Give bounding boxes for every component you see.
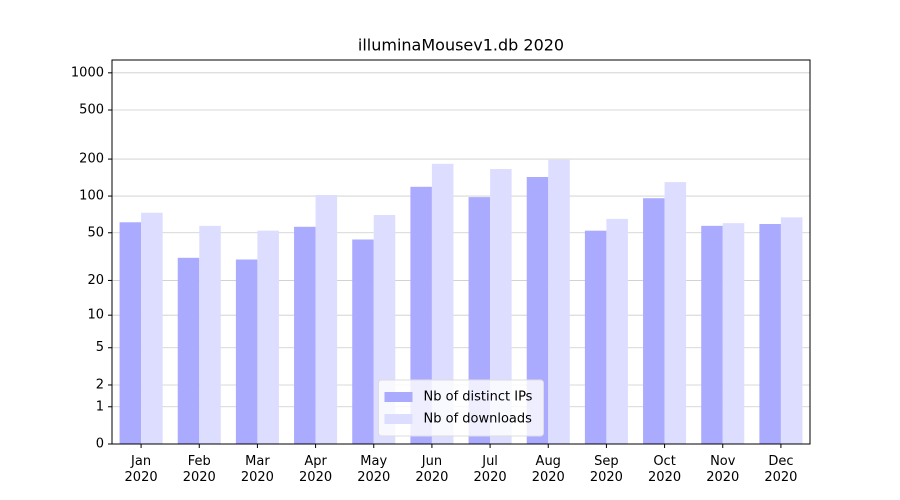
x-tick-label: Dec 2020 [764,454,797,485]
x-tick-label: Apr 2020 [299,454,332,485]
x-tick-label: Jun 2020 [415,454,448,485]
x-tick-label-line: 2020 [590,470,623,485]
y-tick-label: 20 [87,273,104,288]
bar [235,259,258,444]
x-tick-label-line: 2020 [241,470,274,485]
bar [606,218,628,444]
y-tick-label: 100 [79,189,104,204]
x-tick-label: Oct 2020 [648,454,681,485]
x-tick-label: Jan 2020 [125,454,158,485]
x-tick-label: Jul 2020 [474,454,507,485]
x-tick-label-line: 2020 [706,470,739,485]
x-tick-label-line: Sep [594,454,619,469]
x-tick-label-line: Mar [245,454,270,469]
x-tick-label-line: Apr [304,454,327,469]
bar [643,198,665,444]
bar [780,217,803,444]
plot-frame [111,59,811,445]
x-tick-label: Sep 2020 [590,454,623,485]
legend-label: Nb of distinct IPs [424,390,533,405]
x-tick-label-line: Jun [421,454,442,469]
x-tick-label-line: 2020 [474,470,507,485]
x-tick-label-line: 2020 [764,470,797,485]
bar [664,182,687,444]
bar [199,225,221,444]
x-tick-label-line: 2020 [183,470,216,485]
bar [759,224,781,444]
legend-label: Nb of downloads [424,412,533,427]
bar [257,230,279,444]
bar [526,176,549,444]
y-tick-label: 50 [87,225,104,240]
x-tick-label-line: Dec [768,454,793,469]
bar [119,222,142,444]
chart-title: illuminaMousev1.db 2020 [358,36,564,55]
x-tick-label-line: 2020 [532,470,565,485]
x-tick-label: Mar 2020 [241,454,274,485]
x-tick-label: Aug 2020 [532,454,565,485]
x-tick-label-line: Oct [653,454,675,469]
x-tick-label-line: 2020 [648,470,681,485]
y-tick-label: 5 [96,340,104,355]
bar [490,169,512,444]
y-tick-label: 500 [79,103,104,118]
bar [352,239,374,444]
y-tick-label: 1 [96,399,104,414]
x-tick-label: Nov 2020 [706,454,739,485]
bar [431,163,454,445]
bar [548,159,570,444]
x-tick-label-line: Aug [536,454,561,469]
bar [584,230,607,444]
x-tick-label-line: May [360,454,387,469]
bar [294,226,316,444]
bar [141,212,163,444]
x-tick-label-line: Jan [130,454,151,469]
y-tick-label: 1000 [71,65,104,80]
x-tick-label-line: Nov [710,454,736,469]
x-tick-label: May 2020 [357,454,390,485]
bar [701,225,723,444]
x-tick-label-line: 2020 [299,470,332,485]
legend-box [378,379,544,437]
y-tick-label: 2 [96,377,104,392]
bar [722,223,745,444]
x-tick-label-line: 2020 [415,470,448,485]
x-tick-label-line: Jul [481,454,498,469]
bar [315,195,338,444]
y-tick-label: 200 [79,152,104,167]
x-tick-label: Feb 2020 [183,454,216,485]
y-tick-label: 0 [96,437,104,452]
legend-swatch [384,414,413,424]
legend-swatch [384,392,413,402]
bar [177,257,200,444]
y-tick-label: 10 [87,308,104,323]
x-tick-label-line: 2020 [125,470,158,485]
x-tick-label-line: 2020 [357,470,390,485]
x-tick-label-line: Feb [188,454,211,469]
